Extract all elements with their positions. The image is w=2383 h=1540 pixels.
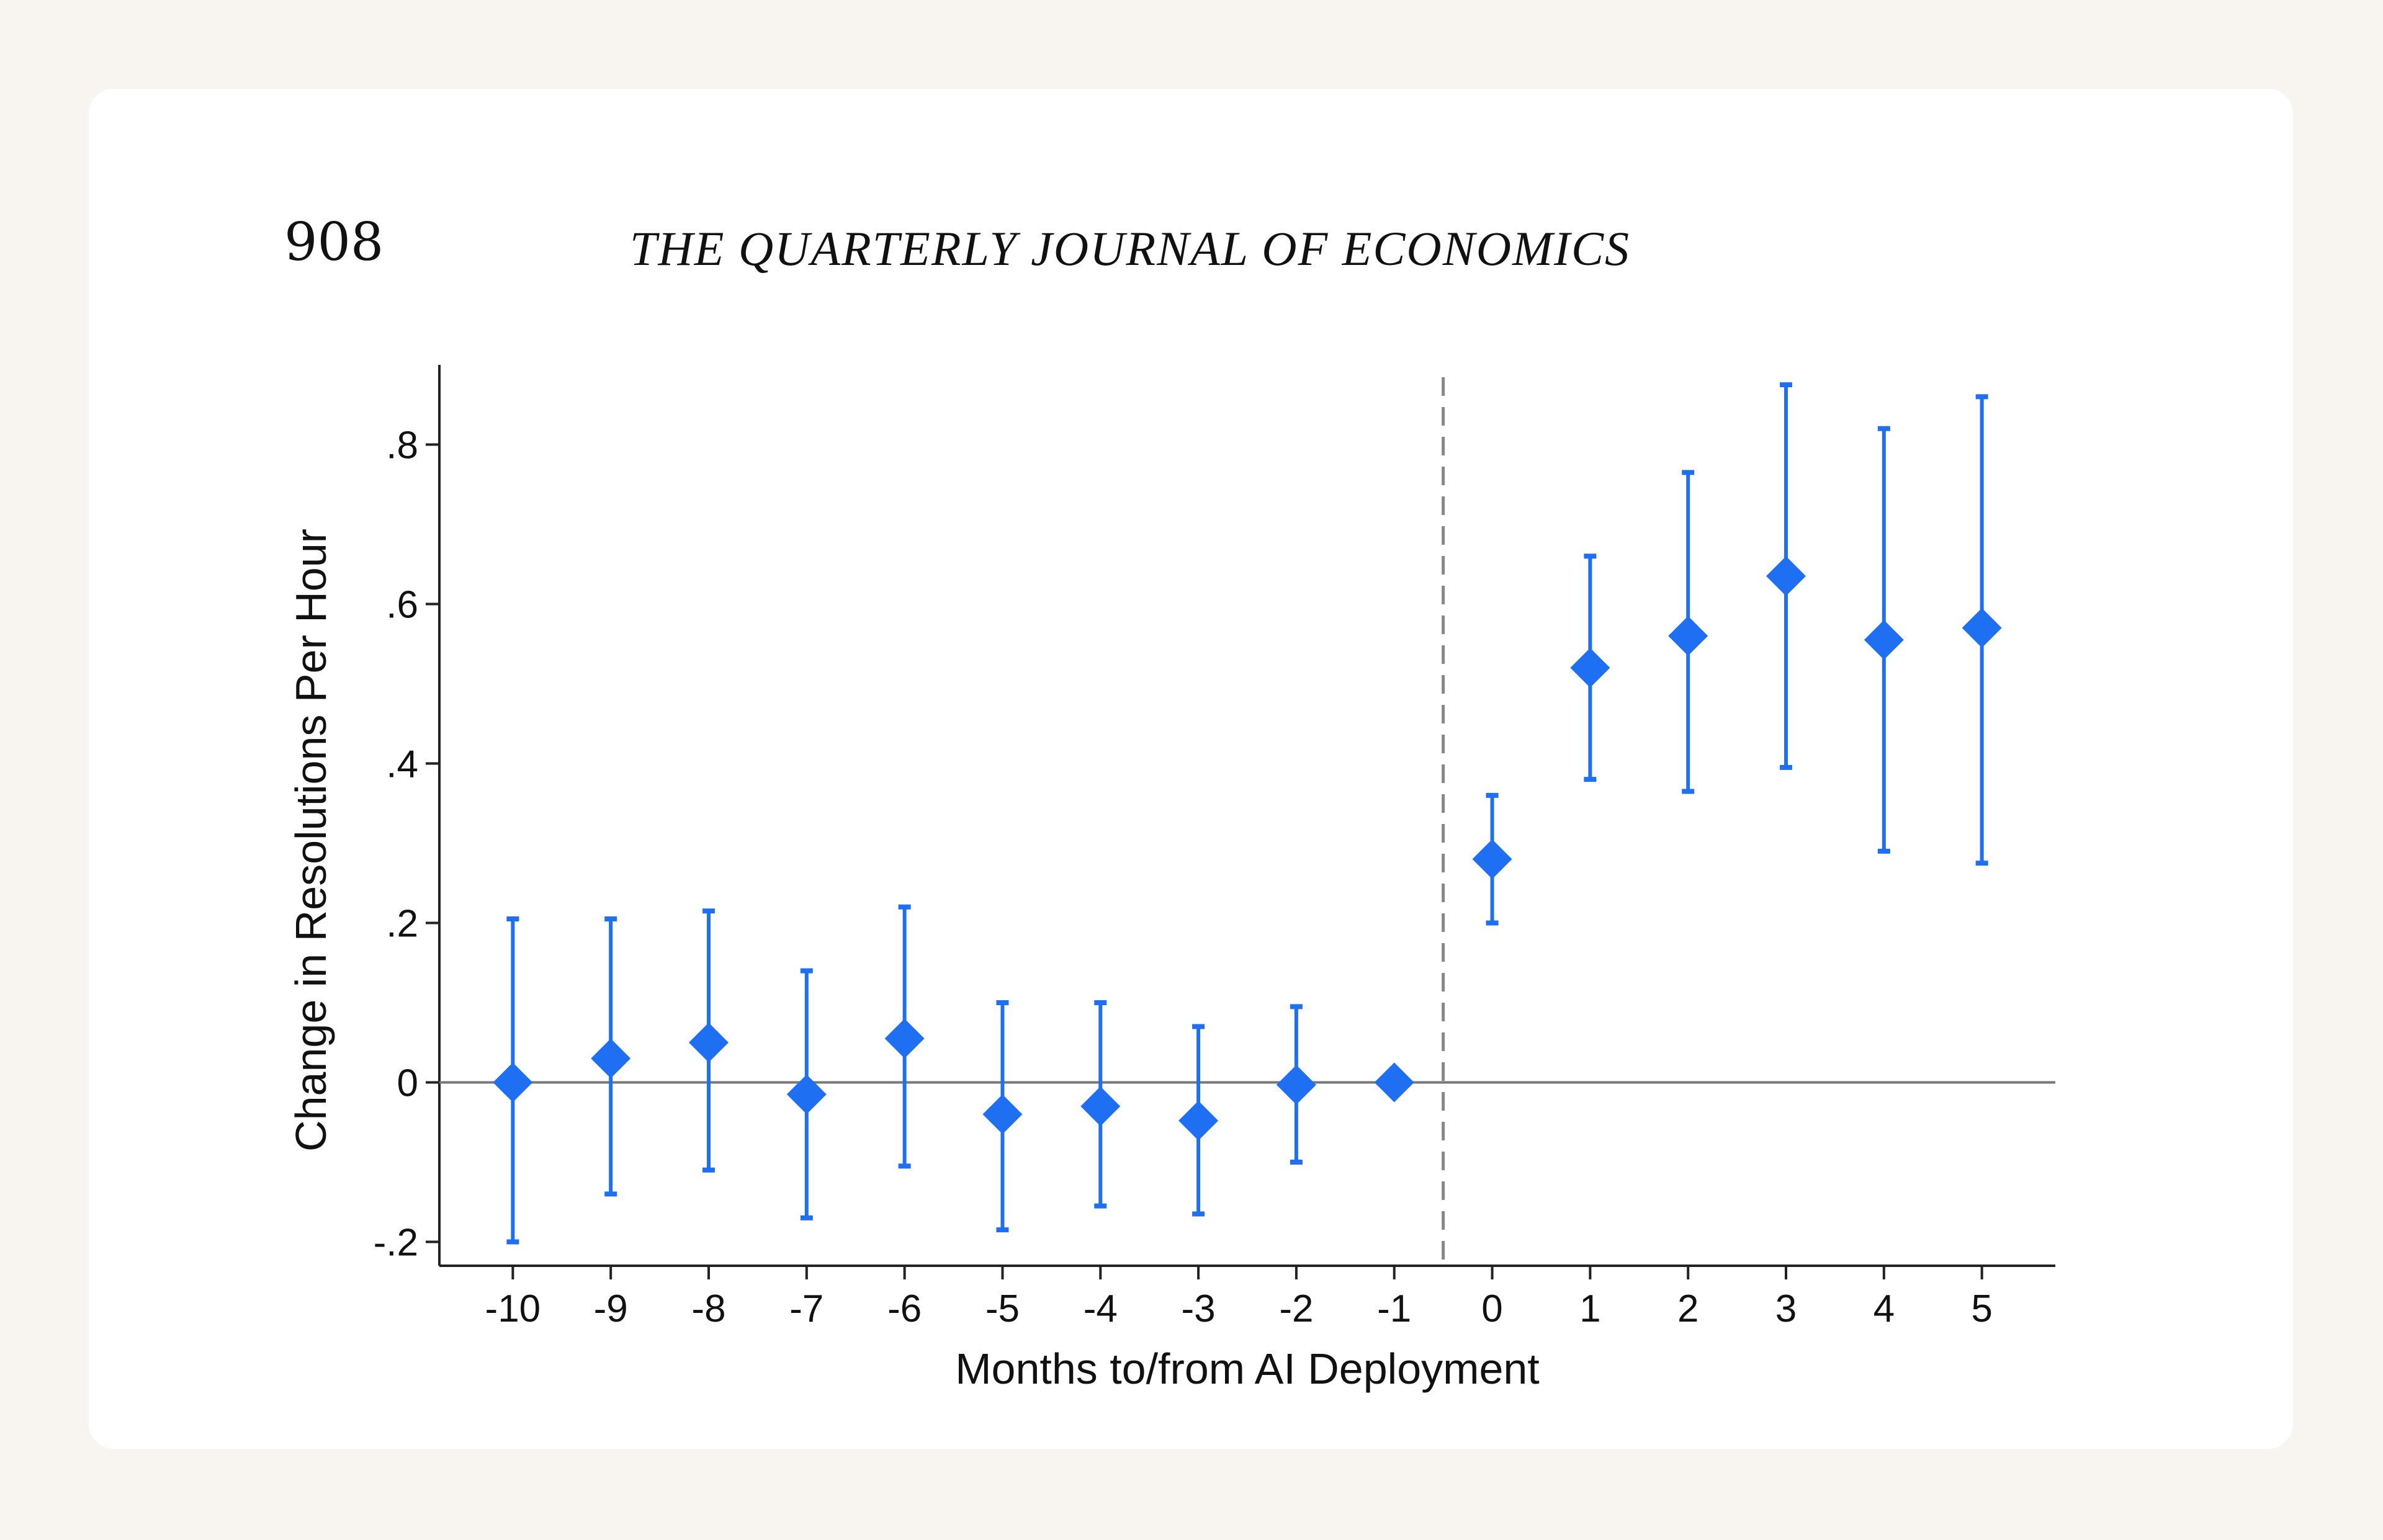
y-tick-label: .2 xyxy=(386,902,418,945)
x-tick-label: 4 xyxy=(1874,1287,1895,1330)
point-marker xyxy=(1962,608,2002,648)
x-tick-label: 2 xyxy=(1677,1287,1699,1330)
point-marker xyxy=(1668,616,1708,656)
y-tick-label: .6 xyxy=(386,583,418,626)
x-tick-label: -7 xyxy=(789,1287,824,1330)
x-axis-title: Months to/from AI Deployment xyxy=(955,1345,1540,1393)
x-tick-label: -4 xyxy=(1084,1287,1118,1330)
y-tick-label: 0 xyxy=(397,1062,418,1104)
point-marker xyxy=(982,1094,1023,1134)
point-marker xyxy=(1864,620,1904,660)
point-marker xyxy=(884,1018,925,1059)
axis-labels: Months to/from AI Deployment Change in R… xyxy=(287,529,1540,1393)
point-marker xyxy=(786,1074,827,1114)
x-tick-label: 3 xyxy=(1775,1287,1797,1330)
figure-card xyxy=(89,89,2293,1449)
confidence-intervals xyxy=(506,382,1988,1245)
point-marker xyxy=(1766,556,1806,596)
x-tick-label: -9 xyxy=(594,1287,628,1330)
point-marker xyxy=(1178,1101,1219,1141)
y-tick-label: .4 xyxy=(386,743,418,786)
point-marker xyxy=(689,1023,729,1063)
x-tick-label: -6 xyxy=(887,1287,922,1330)
x-tick-label: -8 xyxy=(691,1287,725,1330)
y-axis-title: Change in Resolutions Per Hour xyxy=(287,529,335,1152)
point-marker xyxy=(493,1062,533,1103)
page-number: 908 xyxy=(284,212,384,272)
point-marker xyxy=(1472,839,1512,879)
y-tick-label: .8 xyxy=(386,424,418,467)
x-tick-label: 0 xyxy=(1481,1287,1502,1330)
point-marker xyxy=(591,1038,631,1078)
x-tick-label: -10 xyxy=(485,1287,541,1330)
x-tick-label: 1 xyxy=(1579,1287,1600,1330)
point-marker xyxy=(1374,1062,1414,1103)
point-estimates xyxy=(493,556,2002,1141)
point-marker xyxy=(1276,1065,1316,1105)
x-tick-label: -2 xyxy=(1279,1287,1313,1330)
y-tick-label: -.2 xyxy=(374,1221,418,1264)
x-tick-label: 5 xyxy=(1971,1287,1992,1330)
axes: -.20.2.4.6.8-10 -9 -8 -7 -6 -5 -4 -3 -2 -1 0 1 2 3 4 5 xyxy=(374,365,2055,1330)
x-tick-label: -1 xyxy=(1377,1287,1411,1330)
point-marker xyxy=(1080,1086,1121,1127)
journal-title: THE QUARTERLY JOURNAL OF ECONOMICS xyxy=(630,222,1631,275)
x-tick-label: -3 xyxy=(1182,1287,1216,1330)
x-tick-label: -5 xyxy=(985,1287,1020,1330)
reference-lines xyxy=(439,377,2055,1266)
point-marker xyxy=(1570,648,1610,688)
